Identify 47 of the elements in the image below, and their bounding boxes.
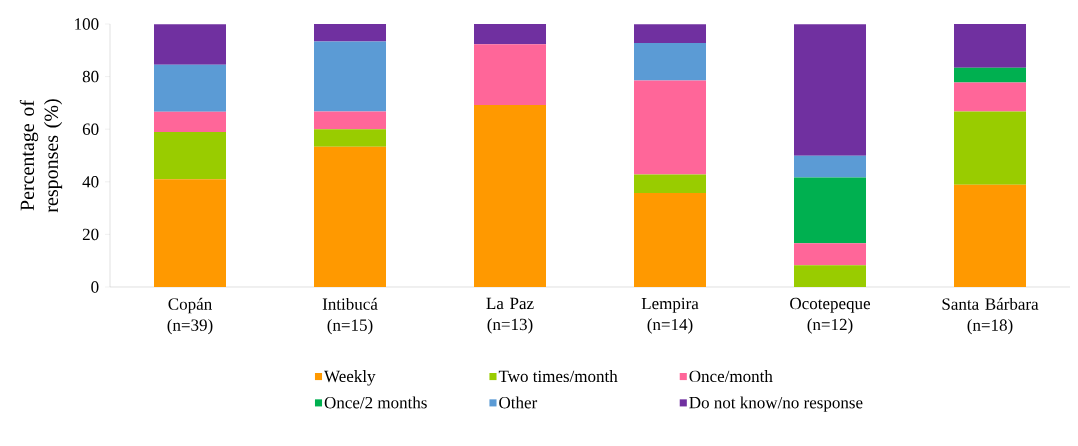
bar: [954, 82, 1027, 112]
bar: [474, 44, 546, 105]
bar: [474, 105, 546, 287]
x-tick-label: Lempira (n=14): [641, 297, 699, 334]
bar: [474, 24, 546, 45]
legend-label: Once/2 months: [324, 396, 427, 409]
bar: [954, 184, 1027, 287]
y-tick-label: 100: [75, 18, 99, 30]
x-tick-label: Santa Bárbara (n=18): [942, 297, 1039, 335]
bar: [314, 41, 386, 112]
bar: [314, 129, 386, 147]
y-tick-label: 20: [82, 228, 99, 241]
bar: [954, 111, 1027, 185]
x-tick-label: Ocotepeque (n=12): [790, 297, 871, 334]
bar: [634, 42, 706, 81]
legend-label: Two times/month: [498, 370, 618, 383]
y-tick-label: 80: [82, 70, 99, 83]
y-tick-label: 60: [82, 123, 99, 135]
bar: [794, 155, 866, 178]
bar: [634, 24, 706, 43]
legend-label: Do not know/no response: [689, 396, 863, 412]
bar: [314, 111, 386, 130]
bar: [154, 179, 226, 287]
bar: [794, 24, 866, 156]
y-tick-label: 40: [82, 176, 99, 188]
bar: [314, 24, 386, 42]
bar: [954, 67, 1027, 83]
bar: [954, 24, 1027, 68]
bar: [154, 24, 226, 65]
legend-label: Weekly: [324, 370, 376, 386]
bar: [794, 177, 866, 244]
x-tick-label: Intibucá (n=15): [322, 297, 378, 335]
bar: [794, 265, 866, 287]
y-tick-label: 0: [91, 281, 99, 293]
bar: [154, 111, 226, 133]
legend-label: Once/month: [689, 370, 773, 383]
bar: [634, 174, 706, 194]
bar: [794, 243, 866, 266]
bar: [634, 193, 706, 287]
x-tick-label: Copán (n=39): [167, 297, 213, 335]
bar: [634, 80, 706, 175]
y-axis-title: Percentage of responses (%): [19, 99, 63, 213]
x-tick-label: La Paz (n=13): [486, 297, 534, 334]
bar: [314, 146, 386, 287]
bar: [154, 64, 226, 112]
bar: [154, 132, 226, 180]
legend-label: Other: [499, 396, 538, 409]
